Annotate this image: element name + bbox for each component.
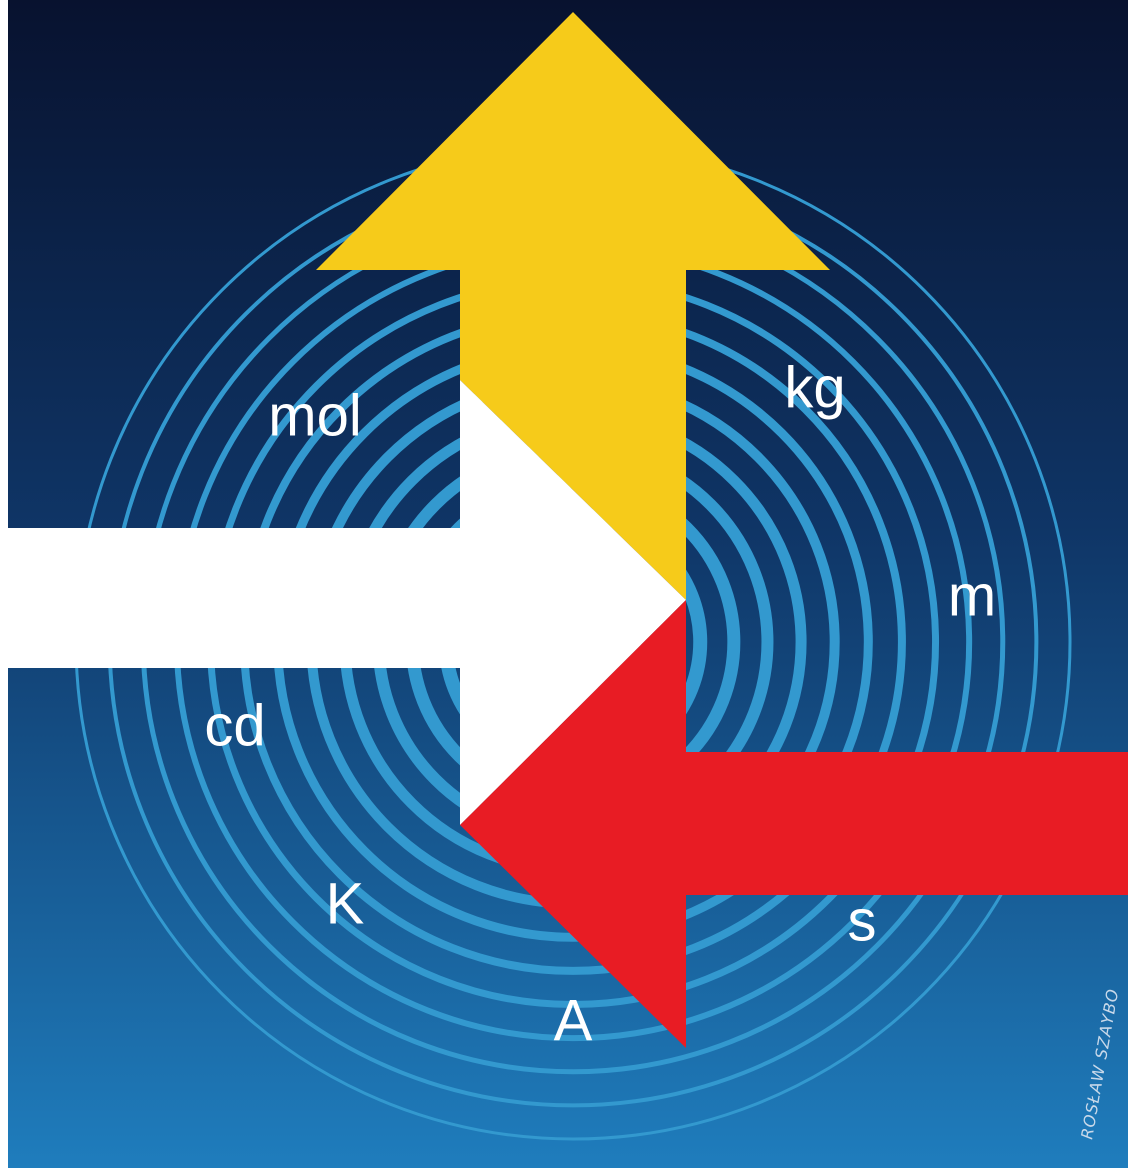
unit-label: s (848, 888, 877, 953)
unit-label: K (326, 871, 365, 936)
unit-label: m (948, 563, 996, 628)
unit-label: mol (268, 383, 361, 448)
yellow-arrow (316, 12, 830, 600)
white-arrow (8, 380, 686, 825)
unit-label: A (554, 988, 593, 1053)
red-arrow (460, 600, 1128, 1048)
unit-label: cd (204, 693, 265, 758)
unit-label: kg (784, 355, 845, 420)
